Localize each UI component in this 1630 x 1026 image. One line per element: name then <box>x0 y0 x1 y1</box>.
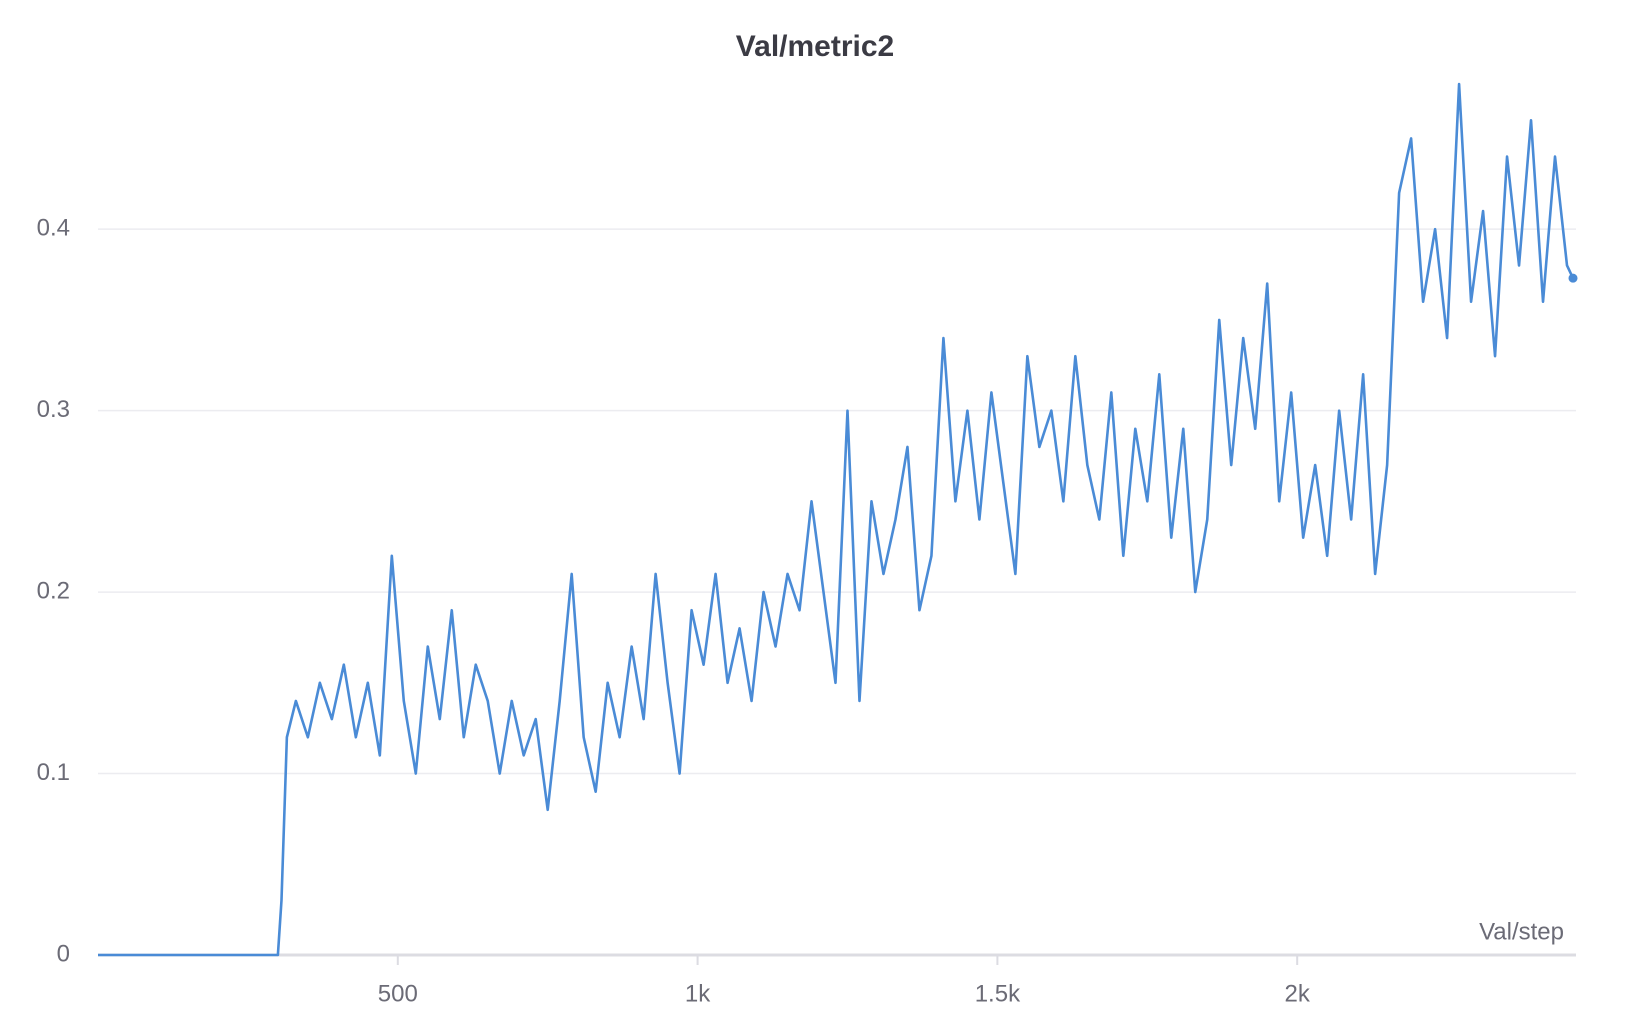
y-tick-label: 0.2 <box>37 577 70 604</box>
x-tick-label: 1.5k <box>975 980 1021 1007</box>
x-tick-label: 2k <box>1285 980 1311 1007</box>
x-axis-label: Val/step <box>1479 918 1564 945</box>
x-tick-label: 500 <box>378 980 418 1007</box>
y-tick-label: 0.4 <box>37 215 70 242</box>
y-tick-label: 0.3 <box>37 396 70 423</box>
last-point <box>1568 273 1578 283</box>
y-tick-label: 0 <box>57 940 70 967</box>
x-tick-label: 1k <box>685 980 711 1007</box>
y-tick-label: 0.1 <box>37 759 70 786</box>
chart-title: Val/metric2 <box>736 30 894 63</box>
line-series <box>98 82 1575 957</box>
